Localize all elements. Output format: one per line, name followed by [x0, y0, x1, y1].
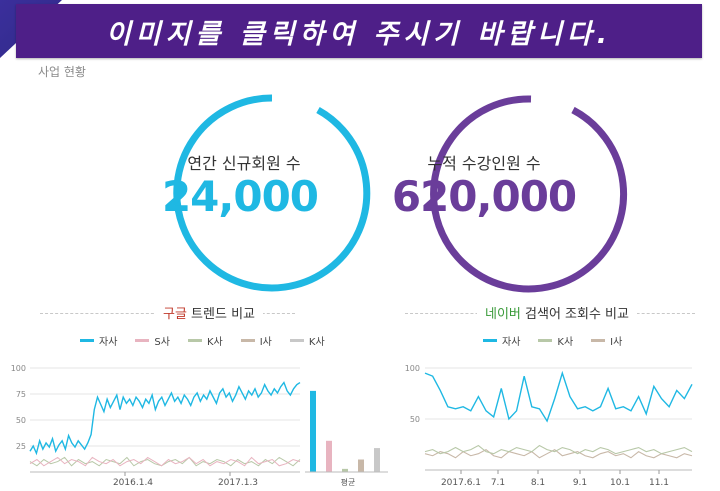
- google-legend: 자사 S사 K사 I사 K사: [80, 333, 325, 348]
- x-tick-label: 9.1: [573, 478, 587, 488]
- total-students-ring: [430, 95, 628, 293]
- x-tick-label: 11.1: [649, 478, 669, 488]
- series-line-0: [424, 370, 693, 423]
- stat-label-total-students: 누적 수강인원 수: [427, 154, 541, 173]
- stat-rings: [173, 94, 628, 293]
- legend-item: K사: [187, 333, 223, 348]
- legend-item: I사: [591, 333, 622, 348]
- stat-value-total-students: 620,000: [391, 172, 577, 221]
- section-title: 사업 현황: [38, 65, 86, 79]
- naver-brand: 네이버: [485, 307, 521, 322]
- series-line-1: [424, 444, 693, 455]
- naver-chart-title: 네이버 검색어 조회수 비교: [477, 303, 637, 322]
- x-tick-label: 7.1: [491, 478, 505, 488]
- banner-text: 이미지를 클릭하여 주시기 바랍니다.: [105, 18, 613, 50]
- naver-legend: 자사 K사 I사: [483, 333, 622, 348]
- naver-title-rest: 검색어 조회수 비교: [520, 307, 629, 322]
- avg-bar: [342, 468, 348, 472]
- avg-bar: [358, 459, 364, 472]
- y-tick-label: 25: [16, 442, 26, 451]
- x-tick-label: 10.1: [610, 478, 630, 488]
- y-tick-label: 75: [16, 390, 26, 399]
- series-line-1: [29, 456, 301, 467]
- series-line-2: [29, 456, 301, 467]
- avg-label: 평균: [341, 477, 356, 487]
- avg-bar: [310, 390, 316, 472]
- y-tick-label: 100: [405, 364, 420, 373]
- x-tick-label: 2016.1.4: [113, 478, 153, 488]
- x-tick-label: 2017.6.1: [441, 478, 481, 488]
- series-line-0: [29, 381, 301, 456]
- click-banner[interactable]: 이미지를 클릭하여 주시기 바랍니다.: [16, 4, 702, 58]
- y-tick-label: 100: [11, 364, 26, 373]
- x-tick-label: 8.1: [531, 478, 545, 488]
- legend-item: 자사: [80, 333, 117, 348]
- new-members-ring: [173, 94, 371, 292]
- legend-item: K사: [538, 333, 573, 348]
- legend-item: K사: [289, 333, 325, 348]
- legend-item: S사: [135, 333, 170, 348]
- legend-item: I사: [240, 333, 272, 348]
- series-line-2: [424, 448, 693, 459]
- avg-bar: [326, 440, 332, 472]
- stat-value-new-members: 24,000: [161, 172, 319, 221]
- google-title-rest: 트렌드 비교: [186, 307, 255, 322]
- stat-label-new-members: 연간 신규회원 수: [187, 154, 301, 173]
- y-tick-label: 50: [410, 415, 420, 424]
- avg-bar: [374, 448, 380, 472]
- legend-item: 자사: [483, 333, 520, 348]
- google-chart-title: 구글 트렌드 비교: [155, 303, 263, 322]
- x-tick-label: 2017.1.3: [218, 478, 258, 488]
- y-tick-label: 50: [16, 416, 26, 425]
- google-brand: 구글: [163, 307, 187, 322]
